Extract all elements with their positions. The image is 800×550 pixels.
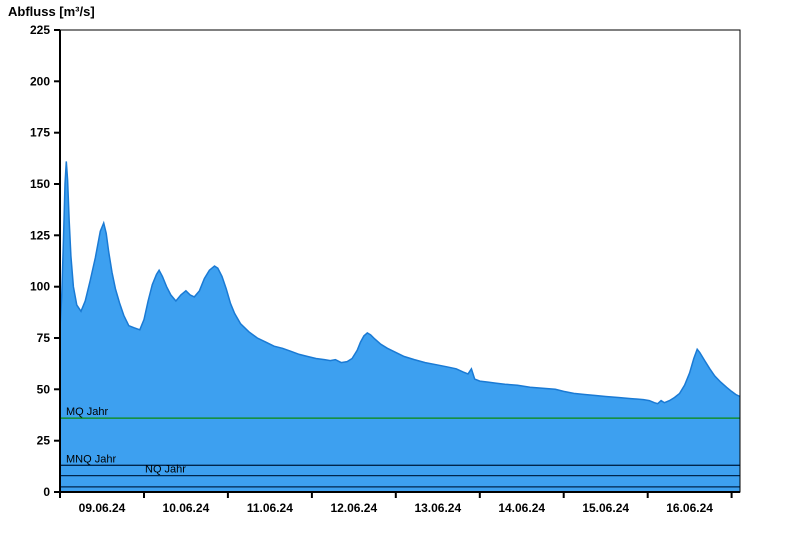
chart-title: Abfluss [m³/s] <box>8 4 95 19</box>
x-tick-label: 10.06.24 <box>163 501 210 515</box>
y-tick-label: 225 <box>30 23 50 37</box>
y-tick-label: 175 <box>30 126 50 140</box>
x-tick-label: 11.06.24 <box>247 501 293 515</box>
x-tick-label: 14.06.24 <box>498 501 545 515</box>
discharge-line <box>59 161 741 405</box>
x-tick-label: 15.06.24 <box>582 501 629 515</box>
x-tick-label: 16.06.24 <box>666 501 713 515</box>
ref-line-label: MQ Jahr <box>66 406 109 418</box>
y-tick-label: 100 <box>30 280 50 294</box>
discharge-area <box>60 161 740 492</box>
y-tick-label: 200 <box>30 74 50 88</box>
y-tick-label: 0 <box>43 485 50 499</box>
y-tick-label: 125 <box>30 228 50 242</box>
x-tick-label: 12.06.24 <box>330 501 377 515</box>
y-tick-label: 75 <box>37 331 51 345</box>
ref-line-label: MNQ Jahr <box>66 453 116 465</box>
x-tick-label: 13.06.24 <box>414 501 461 515</box>
y-tick-label: 50 <box>37 382 51 396</box>
ref-line-label: NQ Jahr <box>145 464 186 476</box>
x-tick-label: 09.06.24 <box>79 501 126 515</box>
y-tick-label: 25 <box>37 434 51 448</box>
y-tick-label: 150 <box>30 177 50 191</box>
